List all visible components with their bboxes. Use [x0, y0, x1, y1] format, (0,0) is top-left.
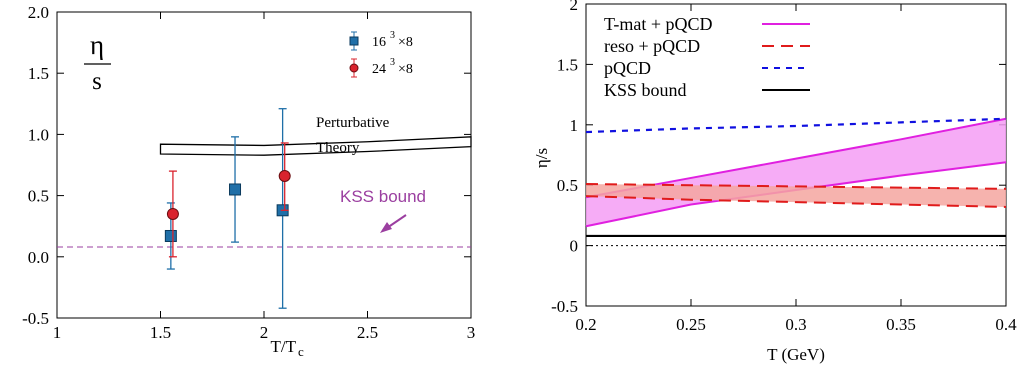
left-y-axis: 2.0 1.5 1.0 0.5 0.0 -0.5 — [22, 3, 471, 328]
left-ylabel-denominator: s — [92, 68, 102, 95]
right-chart: 2 1.5 1 0.5 0 -0.5 0.2 0.25 0.3 0.35 0.4 T-mat + … — [532, 0, 1017, 364]
right-data-series — [585, 117, 1007, 247]
left-xtick-label: 1 — [53, 323, 62, 342]
band-lower-line — [585, 195, 1007, 208]
right-y-axis: 2 1.5 1 0.5 0 -0.5 — [551, 0, 1006, 316]
left-ytick-label: 2.0 — [28, 3, 49, 22]
band-outline — [159, 136, 472, 156]
left-xtick-label: 3 — [467, 323, 476, 342]
legend-label: reso + pQCD — [604, 36, 700, 56]
left-xtick-label: 1.5 — [150, 323, 171, 342]
series-circle — [166, 142, 291, 258]
left-xlabel: T/T — [271, 337, 297, 356]
band-upper-line — [585, 117, 1007, 199]
left-ytick-label: 1.0 — [28, 125, 49, 144]
series-pqcd — [585, 117, 1007, 134]
right-ytick-label: 0 — [570, 237, 579, 256]
right-ytick-label: 1.5 — [557, 55, 578, 74]
legend-label-exponent: 3 — [390, 57, 395, 68]
left-ytick-label: 1.5 — [28, 64, 49, 83]
legend-label-tail: ×8 — [398, 35, 413, 50]
left-xlabel-subscript: c — [298, 344, 304, 359]
data-point — [166, 207, 179, 220]
legend-label: T-mat + pQCD — [604, 14, 712, 34]
right-xtick-label: 0.25 — [676, 315, 706, 334]
legend-marker — [349, 63, 359, 73]
right-xtick-label: 0.35 — [886, 315, 916, 334]
perturbative-theory-band — [159, 136, 472, 156]
left-ytick-label: 0.5 — [28, 187, 49, 206]
right-ytick-label: 0.5 — [557, 176, 578, 195]
legend-label-tail: ×8 — [398, 62, 413, 77]
legend-label-base: 16 — [372, 35, 386, 50]
right-ytick-label: -0.5 — [551, 297, 578, 316]
band-upper-line — [585, 182, 1007, 190]
left-ytick-label: 0.0 — [28, 248, 49, 267]
legend-marker — [349, 36, 359, 46]
right-xtick-label: 0.2 — [575, 315, 596, 334]
data-point — [278, 170, 291, 183]
band-fill — [586, 118, 1006, 227]
band-fill — [586, 183, 1006, 207]
left-x-axis: 1 1.5 2 2.5 3 — [53, 12, 476, 342]
right-x-axis: 0.2 0.25 0.3 0.35 0.4 — [575, 4, 1017, 334]
series-square — [164, 108, 289, 309]
left-xtick-label: 2 — [260, 323, 269, 342]
legend-label: KSS bound — [604, 80, 687, 100]
right-ytick-label: 1 — [570, 116, 579, 135]
right-xtick-label: 0.3 — [785, 315, 806, 334]
left-plot-frame — [56, 11, 472, 319]
kss-arrow — [380, 214, 407, 233]
legend-label-exponent: 3 — [390, 30, 395, 41]
legend-label-base: 24 — [372, 62, 386, 77]
right-ytick-label: 2 — [570, 0, 579, 14]
band-label-line2: Theory — [316, 140, 360, 156]
data-point — [164, 229, 177, 242]
kss-bound-label: KSS bound — [340, 187, 426, 206]
series-reso-pqcd — [585, 182, 1007, 208]
right-xtick-label: 0.4 — [995, 315, 1017, 334]
right-xlabel: T (GeV) — [767, 345, 825, 364]
left-chart: 2.0 1.5 1.0 0.5 0.0 -0.5 1 1.5 2 2.5 3 η s Pertur… — [22, 3, 475, 359]
left-xtick-label: 2.5 — [357, 323, 378, 342]
legend-label: pQCD — [604, 58, 651, 78]
left-ylabel-numerator: η — [90, 30, 104, 60]
left-legend: 16 3 ×824 3 ×8 — [349, 30, 413, 78]
left-data-series — [164, 108, 291, 309]
series-line — [585, 117, 1007, 134]
series-t-mat-pqcd — [585, 117, 1007, 228]
left-ytick-label: -0.5 — [22, 309, 49, 328]
data-point — [229, 183, 242, 196]
right-ylabel: η/s — [532, 148, 551, 168]
band-label-line1: Perturbative — [316, 115, 390, 131]
